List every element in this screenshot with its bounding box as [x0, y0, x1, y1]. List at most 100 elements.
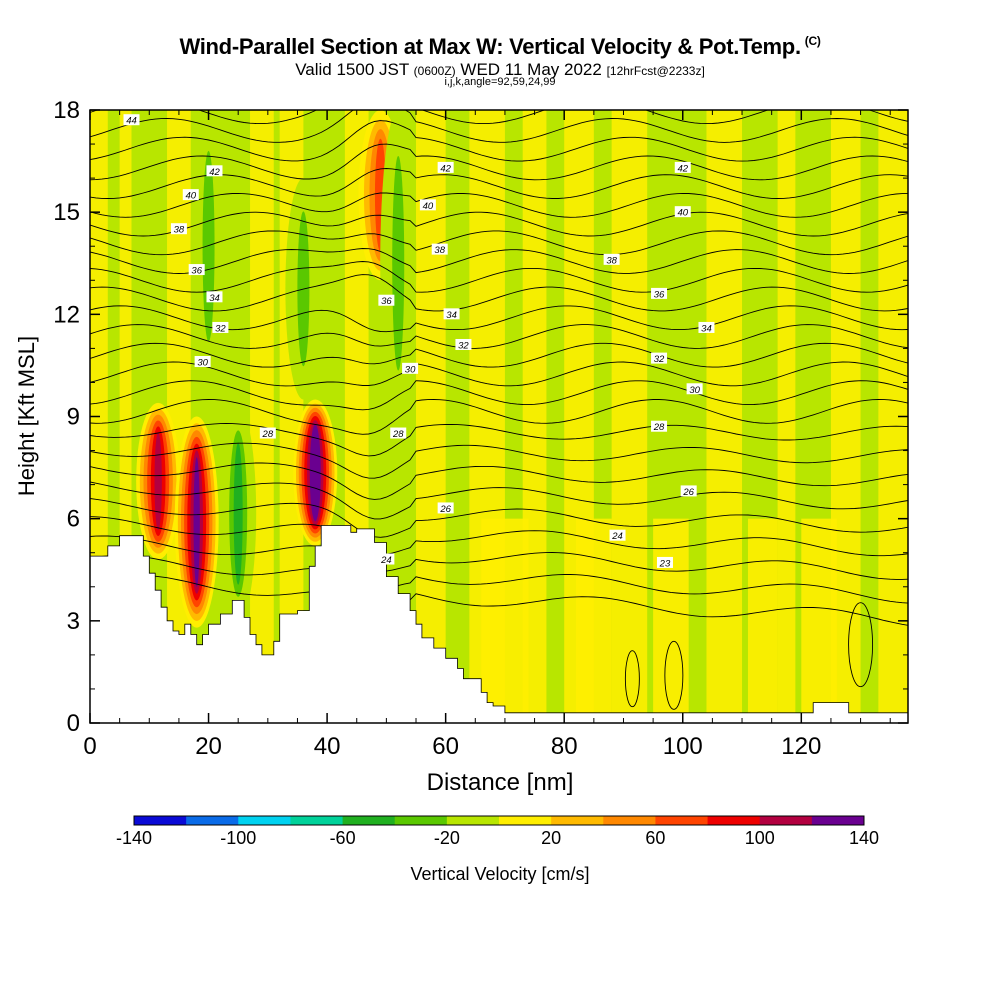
isentrope-line	[90, 535, 908, 580]
isentrope-closed	[848, 602, 874, 688]
colorbar-tick-label: 20	[541, 828, 561, 848]
isentrope-label-text: 26	[439, 504, 451, 515]
weak-updraft-band	[706, 110, 743, 723]
isentrope-label: 36	[378, 294, 395, 307]
isentrope-label-bg	[437, 161, 454, 173]
isentrope-label: 42	[206, 165, 223, 178]
downdraft-core	[202, 150, 215, 342]
isentrope-label-text: 36	[381, 296, 392, 307]
isentrope-closed	[624, 650, 640, 708]
isentrope-line	[90, 110, 908, 143]
isentrope-line	[90, 342, 908, 368]
colorbar-swatch	[446, 816, 500, 825]
isentrope-label: 24	[609, 529, 626, 542]
y-tick-label: 18	[53, 97, 80, 124]
isentrope-labels: 44 42 42 42 40 40 40 38 38 38 36 36 36 34 34 34 32 32 32 30…	[123, 114, 715, 569]
y-tick-label: 15	[53, 199, 80, 226]
isentrope-label-text: 40	[185, 191, 196, 202]
isentrope-label: 30	[402, 362, 419, 375]
isentrope-label: 28	[651, 420, 668, 433]
isentrope-label-text: 38	[434, 245, 445, 256]
isentrope-label-text: 38	[606, 255, 617, 266]
subtitle-date: WED 11 May 2022	[460, 60, 602, 79]
isentrope-line	[90, 516, 908, 557]
colorbar-tick-label: -20	[434, 828, 460, 848]
isentrope-closed	[664, 640, 684, 710]
colorbar-swatch	[134, 816, 187, 825]
isentrope-line	[90, 110, 908, 125]
isentrope-label-text: 36	[191, 266, 202, 277]
isentrope-line	[90, 211, 908, 237]
isentrope-label-text: 32	[458, 340, 469, 351]
chart-subtitle: Valid 1500 JST (0600Z) WED 11 May 2022 […	[0, 60, 1000, 80]
isentrope-label-bg	[378, 553, 395, 565]
isentrope-label-bg	[609, 529, 626, 541]
isentrope-label-bg	[378, 294, 395, 306]
isentrope-label: 38	[431, 243, 448, 256]
colorbar-swatch	[707, 816, 761, 825]
isentrope-label-text: 44	[126, 116, 137, 127]
title-tag: (C)	[804, 34, 821, 48]
updraft-core	[154, 432, 162, 531]
isentrope-label: 34	[443, 308, 460, 321]
colorbar-tick-label: 100	[745, 828, 775, 848]
y-tick-label: 12	[53, 301, 80, 328]
isentrope-label: 26	[437, 502, 454, 515]
colorbar-swatch	[499, 816, 552, 825]
weak-updraft-band	[576, 518, 612, 723]
colorbar-swatch	[759, 816, 813, 825]
isentrope-label-text: 28	[392, 429, 404, 440]
isentrope-label-text: 28	[653, 422, 665, 433]
colorbar-swatch	[238, 816, 291, 825]
colorbar-swatch	[342, 816, 396, 825]
isentrope-label-text: 42	[209, 167, 220, 178]
isentrope-label-text: 26	[682, 487, 694, 498]
isentrope-label: 23	[656, 556, 673, 569]
updraft-core	[312, 428, 319, 518]
y-tick-label: 0	[67, 710, 80, 737]
isentrope-line	[90, 274, 908, 312]
isentrope-label-text: 32	[215, 323, 226, 334]
isentrope-line	[90, 143, 908, 181]
isentrope-label-bg	[390, 427, 407, 439]
isentrope-line	[90, 423, 908, 457]
isentrope-label-text: 32	[654, 354, 665, 365]
x-tick-label: 40	[314, 733, 341, 760]
colorbar-swatch	[186, 816, 239, 825]
isentrope-label-text: 23	[659, 558, 671, 569]
isentrope-label: 32	[651, 352, 668, 365]
title-text: Wind-Parallel Section at Max W: Vertical…	[179, 34, 801, 59]
isentrope-label: 36	[651, 287, 668, 300]
isentrope-label-text: 40	[677, 208, 688, 219]
isentrope-label-bg	[419, 199, 436, 211]
isentrope-line	[90, 248, 908, 274]
isentrope-label: 30	[686, 383, 703, 396]
y-tick-label: 9	[67, 404, 80, 431]
isentrope-label: 42	[437, 161, 454, 174]
isentrope-label-bg	[455, 338, 472, 350]
x-axis-label: Distance [nm]	[427, 769, 574, 796]
colorbar-swatch	[394, 816, 448, 825]
isentrope-label-bg	[259, 427, 276, 439]
isentrope-label: 32	[455, 338, 472, 351]
isentrope-label-bg	[182, 189, 199, 201]
isentrope-line	[90, 192, 908, 218]
isentrope-label-bg	[674, 161, 691, 173]
colorbar-tick-label: -60	[330, 828, 356, 848]
isentrope-label: 30	[194, 356, 211, 369]
isentrope-label: 44	[123, 114, 140, 127]
isentrope-line	[90, 361, 908, 387]
weak-updraft-band	[777, 110, 796, 723]
isentrope-line	[90, 462, 908, 500]
isentrope-label-text: 42	[677, 163, 688, 174]
isentrope-label: 26	[680, 485, 697, 498]
isentrope-label-text: 40	[423, 201, 434, 212]
colorbar-tick-label: -100	[220, 828, 256, 848]
isentrope-label: 40	[182, 189, 199, 202]
colorbar-swatch	[655, 816, 709, 825]
isentrope-label-bg	[698, 321, 715, 333]
isentrope-line	[90, 230, 908, 256]
updraft-core	[193, 457, 200, 587]
